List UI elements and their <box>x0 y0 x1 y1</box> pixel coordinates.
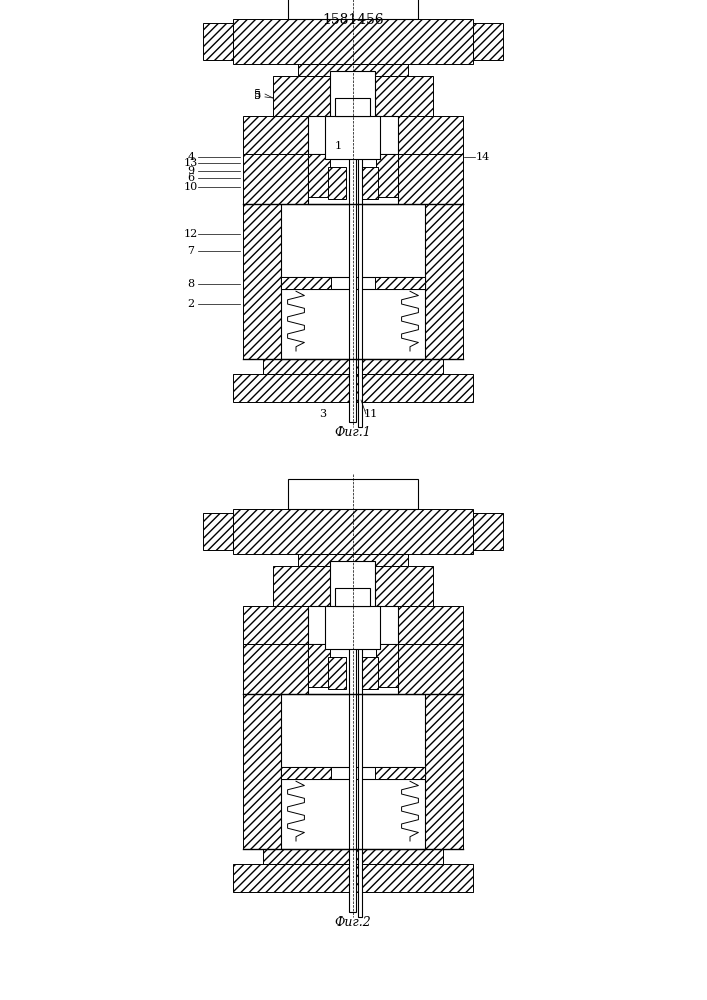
Bar <box>281 277 332 289</box>
Bar <box>473 23 503 60</box>
Bar <box>263 849 443 864</box>
Text: 2: 2 <box>187 299 194 309</box>
Text: 14: 14 <box>476 152 490 162</box>
Bar <box>281 694 425 849</box>
Bar <box>361 166 378 199</box>
Bar <box>328 656 346 689</box>
Text: 1581456: 1581456 <box>322 13 384 27</box>
Bar <box>243 154 463 204</box>
Bar <box>308 116 398 154</box>
Bar <box>336 588 370 606</box>
Bar <box>349 634 356 912</box>
Bar <box>243 204 281 359</box>
Text: 9: 9 <box>187 165 194 176</box>
Text: 13: 13 <box>184 158 198 168</box>
Bar <box>281 277 425 289</box>
Bar <box>233 509 473 554</box>
Bar <box>308 606 398 644</box>
Bar <box>358 139 362 427</box>
Bar <box>330 71 375 129</box>
Text: 4: 4 <box>187 152 194 162</box>
Bar <box>233 19 473 64</box>
Text: 5: 5 <box>255 91 262 101</box>
Bar <box>233 374 473 402</box>
Bar <box>243 606 463 644</box>
Bar <box>325 606 380 649</box>
Bar <box>281 767 332 779</box>
Bar <box>425 694 463 849</box>
Bar <box>308 154 398 204</box>
Bar <box>298 64 408 76</box>
Bar <box>313 606 393 616</box>
Bar <box>281 767 425 779</box>
Bar <box>325 116 380 159</box>
Text: 6: 6 <box>187 173 194 183</box>
Bar <box>288 479 418 509</box>
Text: 10: 10 <box>184 182 198 192</box>
Bar <box>308 644 398 694</box>
Bar <box>328 166 346 199</box>
Text: 3: 3 <box>320 409 327 419</box>
Bar <box>203 23 233 60</box>
Text: 1: 1 <box>334 141 341 151</box>
Bar <box>243 694 281 849</box>
Bar <box>263 359 443 374</box>
Bar <box>376 154 398 196</box>
Bar <box>425 204 463 359</box>
Bar <box>273 566 433 606</box>
Bar <box>203 513 233 550</box>
Bar <box>243 116 463 154</box>
Bar <box>358 629 362 917</box>
Bar <box>308 644 330 686</box>
Bar <box>375 277 425 289</box>
Bar <box>288 0 418 19</box>
Bar <box>281 204 425 359</box>
Bar <box>330 561 375 619</box>
Text: Фиг.1: Фиг.1 <box>334 426 371 438</box>
Text: 5: 5 <box>255 91 262 101</box>
Bar <box>233 864 473 892</box>
Text: 8: 8 <box>187 279 194 289</box>
Bar <box>376 644 398 686</box>
Bar <box>308 154 330 196</box>
Bar <box>298 554 408 566</box>
Text: Фиг.2: Фиг.2 <box>334 916 371 928</box>
Bar <box>375 767 425 779</box>
Bar <box>313 116 393 126</box>
Bar <box>349 144 356 422</box>
Text: 11: 11 <box>364 409 378 419</box>
Bar <box>473 513 503 550</box>
Bar <box>243 644 463 694</box>
Bar <box>336 98 370 116</box>
Text: 5: 5 <box>255 89 262 99</box>
Text: 7: 7 <box>187 246 194 256</box>
Bar <box>361 656 378 689</box>
Text: 12: 12 <box>184 229 198 239</box>
Bar <box>273 76 433 116</box>
